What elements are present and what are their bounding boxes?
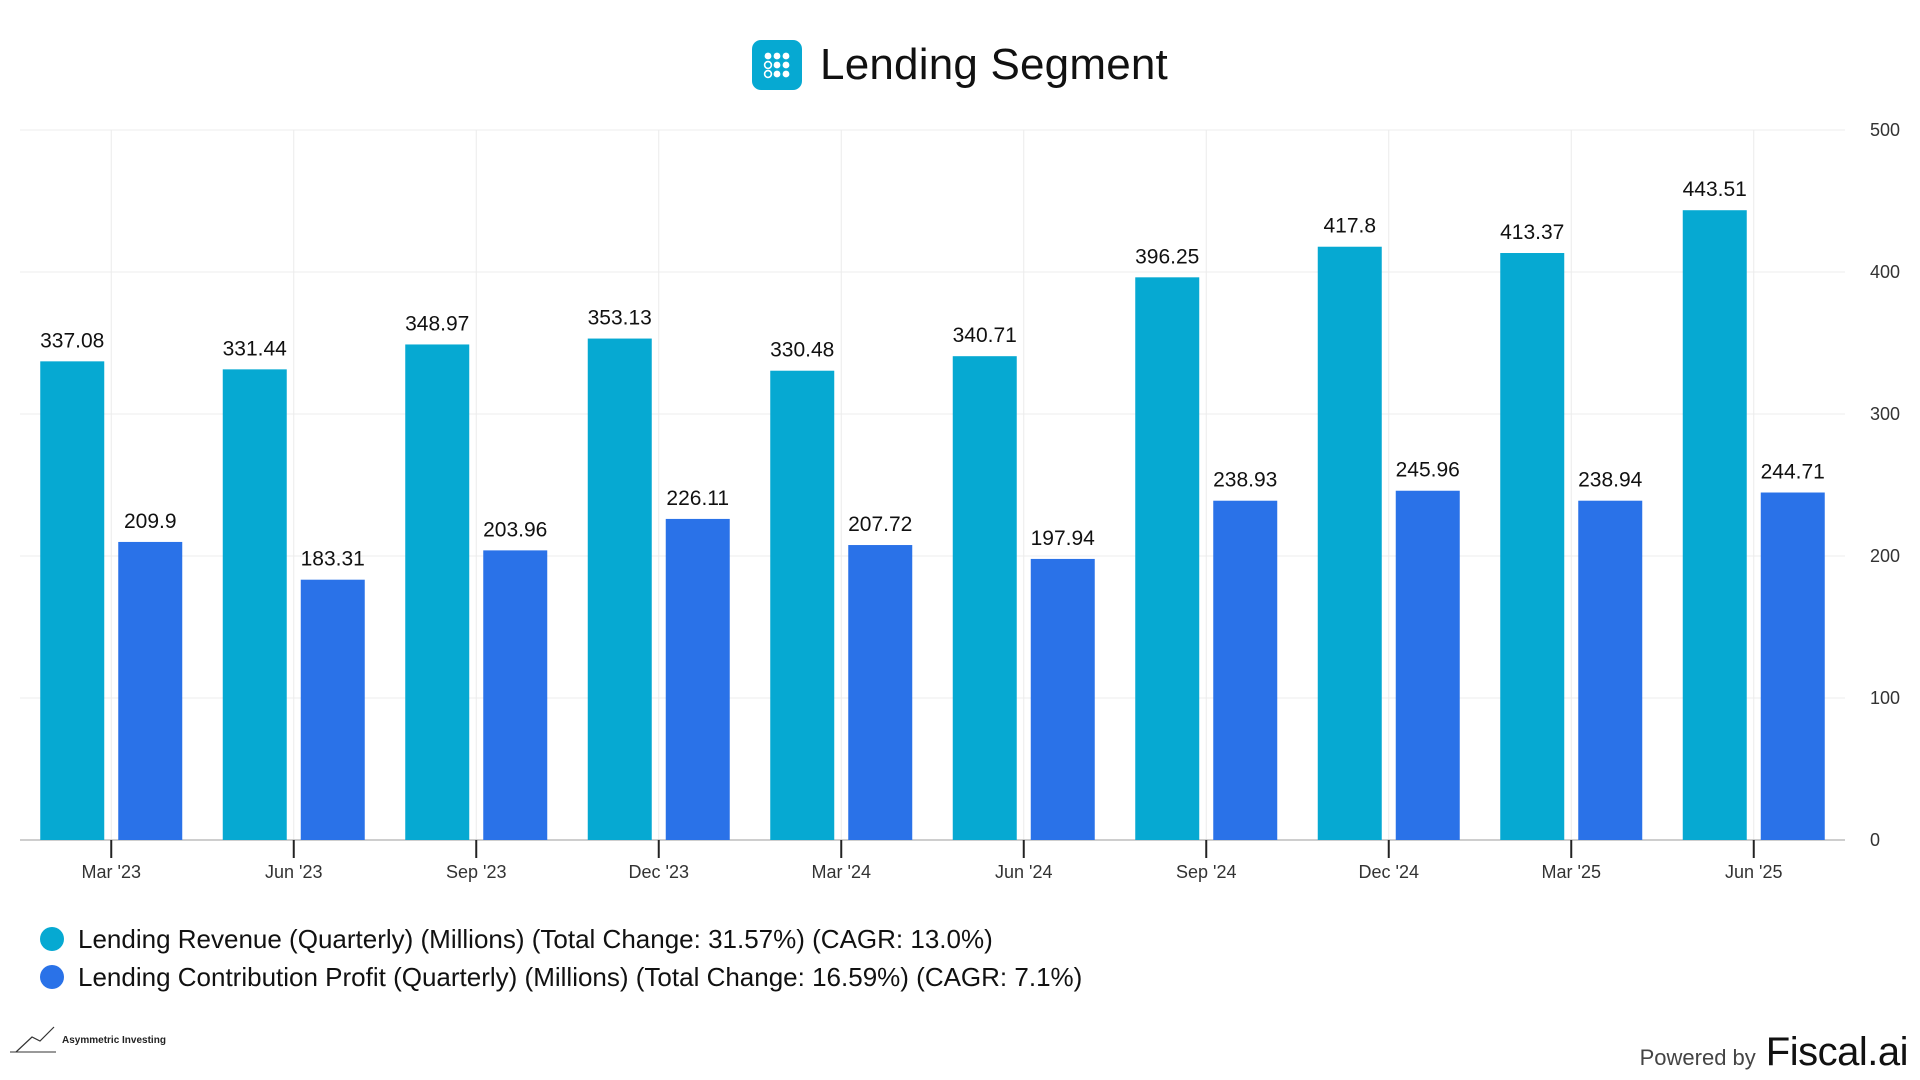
profit-bar xyxy=(1030,558,1095,840)
revenue-data-label: 443.51 xyxy=(1683,178,1747,201)
legend-swatch-profit xyxy=(40,965,64,989)
revenue-data-label: 396.25 xyxy=(1135,245,1199,268)
revenue-data-label: 331.44 xyxy=(223,337,288,360)
profit-bar xyxy=(1760,492,1825,840)
revenue-data-label: 337.08 xyxy=(40,329,104,352)
profit-data-label: 197.94 xyxy=(1031,527,1096,550)
watermark: Asymmetric Investing xyxy=(10,1025,166,1055)
trend-line-icon xyxy=(10,1026,56,1053)
dots-grid-icon xyxy=(752,40,803,90)
revenue-bar xyxy=(405,344,470,840)
y-tick-label: 500 xyxy=(1870,120,1900,140)
y-tick-label: 0 xyxy=(1870,830,1880,850)
revenue-bar xyxy=(222,369,287,840)
profit-data-label: 209.9 xyxy=(124,510,177,533)
profit-bar xyxy=(848,545,913,840)
chart-header: Lending Segment xyxy=(0,30,1920,100)
revenue-bar xyxy=(952,356,1017,840)
revenue-data-label: 417.8 xyxy=(1323,215,1376,238)
revenue-bar xyxy=(40,361,105,840)
watermark-text: Asymmetric Investing xyxy=(62,1034,166,1046)
brand-logo[interactable]: Fiscal.ai xyxy=(1765,1030,1909,1074)
x-tick-label: Jun '23 xyxy=(265,862,322,882)
y-tick-label: 400 xyxy=(1870,262,1900,282)
legend-label-revenue: Lending Revenue (Quarterly) (Millions) (… xyxy=(78,923,993,954)
revenue-data-label: 348.97 xyxy=(405,312,469,335)
revenue-bar xyxy=(1135,277,1200,840)
revenue-bar xyxy=(770,370,835,840)
profit-data-label: 226.11 xyxy=(666,487,729,510)
x-tick-label: Dec '24 xyxy=(1359,862,1419,882)
profit-data-label: 183.31 xyxy=(301,548,365,571)
revenue-bar xyxy=(1500,253,1565,841)
y-tick-label: 100 xyxy=(1870,688,1900,708)
revenue-data-label: 330.48 xyxy=(770,339,834,362)
y-tick-label: 300 xyxy=(1870,404,1900,424)
x-tick-label: Mar '23 xyxy=(82,862,141,882)
legend-item-profit[interactable]: Lending Contribution Profit (Quarterly) … xyxy=(40,958,1082,996)
profit-bar xyxy=(483,550,548,840)
y-tick-label: 200 xyxy=(1870,546,1900,566)
profit-bar xyxy=(1213,500,1278,840)
revenue-data-label: 353.13 xyxy=(588,307,652,330)
profit-data-label: 203.96 xyxy=(483,518,547,541)
bar-chart: 0 100 200 300 400 500 337.08 209.9 Mar '23 331.44… xyxy=(20,120,1900,882)
profit-data-label: 238.93 xyxy=(1213,469,1277,492)
x-tick-label: Mar '24 xyxy=(812,862,871,882)
x-tick-label: Mar '25 xyxy=(1542,862,1601,882)
revenue-bar xyxy=(1682,210,1747,840)
chart-legend: Lending Revenue (Quarterly) (Millions) (… xyxy=(40,920,1082,996)
profit-data-label: 244.71 xyxy=(1761,461,1825,484)
x-tick-label: Sep '24 xyxy=(1176,862,1237,882)
profit-bar xyxy=(118,541,183,840)
x-tick-label: Jun '24 xyxy=(995,862,1052,882)
profit-bar xyxy=(300,579,365,840)
revenue-bar xyxy=(1317,246,1382,840)
x-tick-label: Sep '23 xyxy=(446,862,507,882)
revenue-bar xyxy=(587,338,652,840)
profit-data-label: 238.94 xyxy=(1578,469,1643,492)
revenue-data-label: 340.71 xyxy=(953,324,1017,347)
revenue-data-label: 413.37 xyxy=(1500,221,1564,244)
profit-bar xyxy=(1578,500,1643,840)
x-tick-label: Jun '25 xyxy=(1725,862,1782,882)
profit-data-label: 245.96 xyxy=(1396,459,1460,482)
page-title: Lending Segment xyxy=(820,40,1168,89)
profit-data-label: 207.72 xyxy=(848,513,912,536)
x-tick-label: Dec '23 xyxy=(629,862,689,882)
powered-by: Powered by Fiscal.ai xyxy=(1639,1030,1909,1075)
legend-label-profit: Lending Contribution Profit (Quarterly) … xyxy=(78,961,1083,992)
profit-bar xyxy=(665,518,730,840)
powered-by-text: Powered by xyxy=(1639,1045,1756,1070)
legend-swatch-revenue xyxy=(40,927,64,951)
profit-bar xyxy=(1395,490,1460,840)
legend-item-revenue[interactable]: Lending Revenue (Quarterly) (Millions) (… xyxy=(40,920,1082,958)
